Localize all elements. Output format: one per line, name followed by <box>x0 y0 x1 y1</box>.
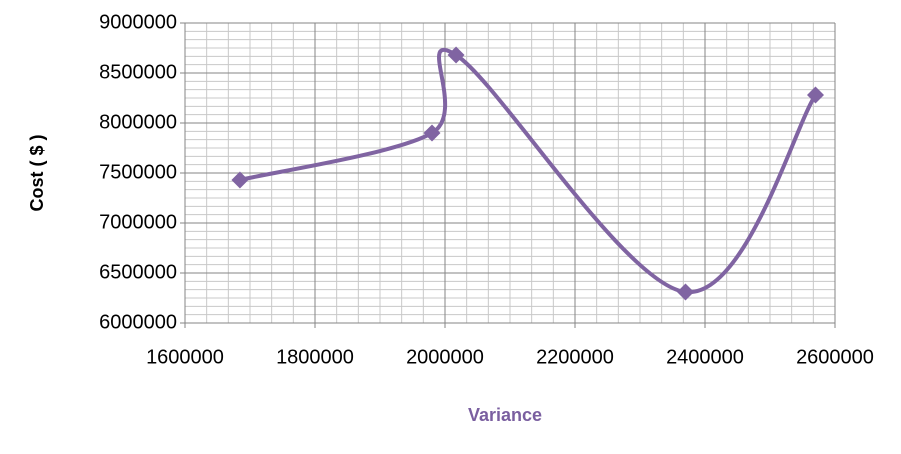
line <box>239 47 818 295</box>
marker <box>231 171 249 189</box>
x-tick-label: 1800000 <box>276 346 354 368</box>
x-tick-label: 2200000 <box>536 346 614 368</box>
marker <box>677 283 694 301</box>
y-tick-label: 7500000 <box>99 161 177 183</box>
x-axis-title: Variance <box>468 405 542 425</box>
y-tick-label: 6500000 <box>99 261 177 283</box>
x-tick-label: 2400000 <box>666 346 744 368</box>
marker <box>807 86 824 104</box>
x-tick-label: 1600000 <box>146 346 224 368</box>
y-tick-label: 6000000 <box>99 311 177 333</box>
y-tick-label: 9000000 <box>99 11 177 33</box>
y-tick-label: 8000000 <box>99 111 177 133</box>
y-tick-label: 8500000 <box>99 61 177 83</box>
x-tick-label: 2000000 <box>406 346 484 368</box>
x-tick-label: 2600000 <box>796 346 874 368</box>
y-tick-label: 7000000 <box>99 211 177 233</box>
y-axis-title: Cost ( $ ) <box>27 134 47 211</box>
